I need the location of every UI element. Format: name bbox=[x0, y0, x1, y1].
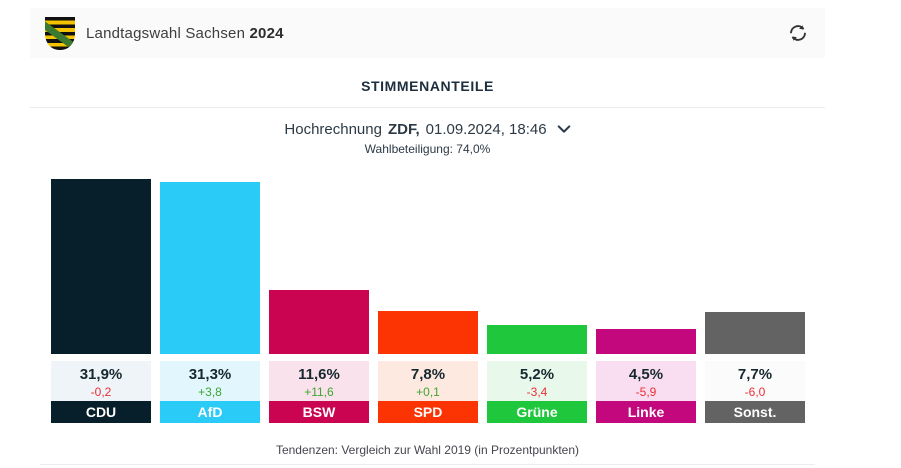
bar-box-gap bbox=[487, 354, 587, 361]
bar-sonst bbox=[705, 312, 805, 354]
party-change: -6,0 bbox=[744, 385, 766, 399]
section-title: STIMMENANTEILE bbox=[361, 78, 494, 94]
page-title-year: 2024 bbox=[249, 24, 284, 42]
party-column-afd: 31,3% +3,8 AfD bbox=[160, 179, 260, 423]
party-change: +11,6 bbox=[304, 385, 334, 399]
divider-bottom bbox=[40, 464, 815, 465]
party-change: -3,4 bbox=[526, 385, 548, 399]
bar-area-grüne bbox=[487, 179, 587, 354]
projection-prefix: Hochrechnung bbox=[284, 121, 382, 138]
projection-source: ZDF, bbox=[387, 121, 420, 138]
value-box-cdu: 31,9% -0,2 bbox=[51, 361, 151, 401]
bar-linke bbox=[596, 329, 696, 354]
party-change: -0,2 bbox=[90, 385, 112, 399]
divider-top bbox=[30, 107, 825, 108]
value-box-afd: 31,3% +3,8 bbox=[160, 361, 260, 401]
bar-box-gap bbox=[705, 354, 805, 361]
party-column-bsw: 11,6% +11,6 BSW bbox=[269, 179, 369, 423]
party-name-spd: SPD bbox=[378, 401, 478, 423]
value-box-linke: 4,5% -5,9 bbox=[596, 361, 696, 401]
bar-box-gap bbox=[160, 354, 260, 361]
party-value: 31,3% bbox=[188, 366, 232, 383]
bar-bsw bbox=[269, 290, 369, 354]
party-name-afd: AfD bbox=[160, 401, 260, 423]
bar-grüne bbox=[487, 325, 587, 354]
party-name-sonst: Sonst. bbox=[705, 401, 805, 423]
party-column-sonst: 7,7% -6,0 Sonst. bbox=[705, 179, 805, 423]
party-value: 7,7% bbox=[737, 366, 773, 383]
bar-box-gap bbox=[596, 354, 696, 361]
bar-cdu bbox=[51, 179, 151, 354]
saxony-coat-of-arms-icon bbox=[45, 16, 75, 50]
party-column-linke: 4,5% -5,9 Linke bbox=[596, 179, 696, 423]
party-value: 5,2% bbox=[519, 366, 555, 383]
party-value: 11,6% bbox=[298, 366, 340, 383]
party-change: +0,1 bbox=[416, 385, 440, 399]
value-box-grüne: 5,2% -3,4 bbox=[487, 361, 587, 401]
party-value: 31,9% bbox=[79, 366, 123, 383]
value-box-spd: 7,8% +0,1 bbox=[378, 361, 478, 401]
projection-datetime: 01.09.2024, 18:46 bbox=[425, 121, 547, 138]
party-change: +3,8 bbox=[198, 385, 222, 399]
chart-footnote: Tendenzen: Vergleich zur Wahl 2019 (in P… bbox=[275, 443, 580, 457]
bar-area-spd bbox=[378, 179, 478, 354]
party-name-grüne: Grüne bbox=[487, 401, 587, 423]
value-box-sonst: 7,7% -6,0 bbox=[705, 361, 805, 401]
bar-spd bbox=[378, 311, 478, 354]
bar-area-linke bbox=[596, 179, 696, 354]
header-bar: Landtagswahl Sachsen 2024 bbox=[30, 8, 825, 58]
refresh-icon bbox=[787, 22, 809, 44]
chevron-down-icon bbox=[557, 125, 571, 134]
chart-columns: 31,9% -0,2 CDU 31,3% +3,8 AfD 11,6% +11,6 BSW 7,8… bbox=[51, 179, 805, 423]
party-column-cdu: 31,9% -0,2 CDU bbox=[51, 179, 151, 423]
bar-area-afd bbox=[160, 179, 260, 354]
turnout-label: Wahlbeteiligung: 74,0% bbox=[364, 142, 491, 156]
page-title: Landtagswahl Sachsen 2024 bbox=[86, 25, 284, 42]
party-name-bsw: BSW bbox=[269, 401, 369, 423]
value-box-bsw: 11,6% +11,6 bbox=[269, 361, 369, 401]
bar-box-gap bbox=[269, 354, 369, 361]
party-value: 4,5% bbox=[628, 366, 664, 383]
party-value: 7,8% bbox=[410, 366, 446, 383]
bar-area-sonst bbox=[705, 179, 805, 354]
party-change: -5,9 bbox=[635, 385, 657, 399]
projection-dropdown[interactable]: Hochrechnung ZDF, 01.09.2024, 18:46 bbox=[30, 121, 825, 138]
bar-box-gap bbox=[378, 354, 478, 361]
party-name-cdu: CDU bbox=[51, 401, 151, 423]
party-column-spd: 7,8% +0,1 SPD bbox=[378, 179, 478, 423]
bar-area-cdu bbox=[51, 179, 151, 354]
party-name-linke: Linke bbox=[596, 401, 696, 423]
bar-box-gap bbox=[51, 354, 151, 361]
bar-afd bbox=[160, 182, 260, 354]
party-column-grüne: 5,2% -3,4 Grüne bbox=[487, 179, 587, 423]
refresh-button[interactable] bbox=[785, 20, 811, 46]
election-widget: Landtagswahl Sachsen 2024 STIMMENANTEILE… bbox=[30, 0, 825, 465]
bar-area-bsw bbox=[269, 179, 369, 354]
page-title-text: Landtagswahl Sachsen bbox=[86, 24, 246, 42]
